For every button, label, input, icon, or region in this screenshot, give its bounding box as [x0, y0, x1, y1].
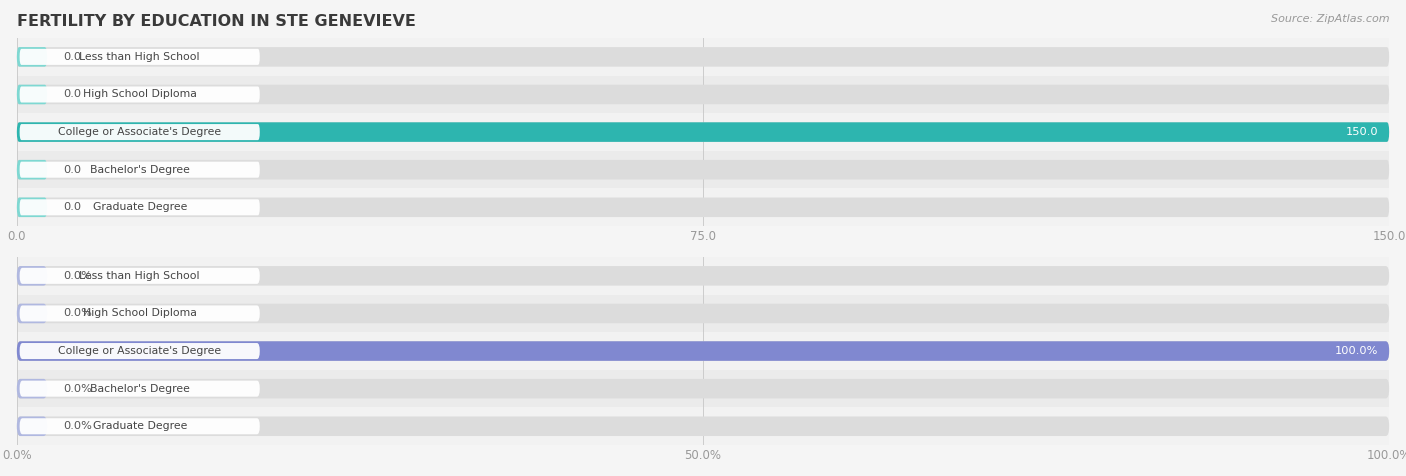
FancyBboxPatch shape [20, 124, 260, 140]
Text: 0.0%: 0.0% [63, 421, 93, 431]
FancyBboxPatch shape [17, 122, 1389, 142]
Text: 0.0: 0.0 [63, 202, 82, 212]
FancyBboxPatch shape [17, 266, 1389, 286]
FancyBboxPatch shape [17, 341, 1389, 361]
Bar [17, 332, 1389, 370]
FancyBboxPatch shape [17, 85, 1389, 104]
Bar [17, 113, 1389, 151]
Text: College or Associate's Degree: College or Associate's Degree [58, 127, 221, 137]
FancyBboxPatch shape [20, 381, 260, 397]
FancyBboxPatch shape [17, 379, 1389, 398]
FancyBboxPatch shape [17, 266, 46, 286]
FancyBboxPatch shape [20, 343, 260, 359]
Text: 0.0: 0.0 [63, 52, 82, 62]
FancyBboxPatch shape [20, 199, 260, 215]
Text: 0.0%: 0.0% [63, 308, 93, 318]
Bar [17, 295, 1389, 332]
FancyBboxPatch shape [17, 47, 1389, 67]
FancyBboxPatch shape [17, 416, 46, 436]
Bar [17, 151, 1389, 188]
Text: Graduate Degree: Graduate Degree [93, 421, 187, 431]
Text: 0.0%: 0.0% [63, 271, 93, 281]
FancyBboxPatch shape [17, 85, 46, 104]
Text: Bachelor's Degree: Bachelor's Degree [90, 165, 190, 175]
FancyBboxPatch shape [20, 268, 260, 284]
FancyBboxPatch shape [17, 341, 1389, 361]
Text: High School Diploma: High School Diploma [83, 308, 197, 318]
FancyBboxPatch shape [17, 160, 46, 179]
Text: 0.0: 0.0 [63, 89, 82, 99]
FancyBboxPatch shape [20, 306, 260, 321]
Text: 100.0%: 100.0% [1334, 346, 1378, 356]
FancyBboxPatch shape [17, 416, 1389, 436]
Text: Less than High School: Less than High School [79, 52, 200, 62]
Text: College or Associate's Degree: College or Associate's Degree [58, 346, 221, 356]
Text: Graduate Degree: Graduate Degree [93, 202, 187, 212]
Text: 150.0: 150.0 [1346, 127, 1378, 137]
Text: Bachelor's Degree: Bachelor's Degree [90, 384, 190, 394]
Bar [17, 257, 1389, 295]
Text: 0.0%: 0.0% [63, 384, 93, 394]
Bar [17, 38, 1389, 76]
Bar [17, 407, 1389, 445]
FancyBboxPatch shape [17, 122, 1389, 142]
Bar [17, 188, 1389, 226]
Bar [17, 370, 1389, 407]
Text: Less than High School: Less than High School [79, 271, 200, 281]
Bar [17, 76, 1389, 113]
Text: Source: ZipAtlas.com: Source: ZipAtlas.com [1271, 14, 1389, 24]
FancyBboxPatch shape [20, 87, 260, 102]
Text: 0.0: 0.0 [63, 165, 82, 175]
FancyBboxPatch shape [17, 160, 1389, 179]
FancyBboxPatch shape [17, 198, 46, 217]
Text: FERTILITY BY EDUCATION IN STE GENEVIEVE: FERTILITY BY EDUCATION IN STE GENEVIEVE [17, 14, 416, 30]
FancyBboxPatch shape [17, 47, 46, 67]
Text: High School Diploma: High School Diploma [83, 89, 197, 99]
FancyBboxPatch shape [20, 162, 260, 178]
FancyBboxPatch shape [17, 304, 46, 323]
FancyBboxPatch shape [17, 198, 1389, 217]
FancyBboxPatch shape [20, 418, 260, 434]
FancyBboxPatch shape [17, 304, 1389, 323]
FancyBboxPatch shape [20, 49, 260, 65]
FancyBboxPatch shape [17, 379, 46, 398]
